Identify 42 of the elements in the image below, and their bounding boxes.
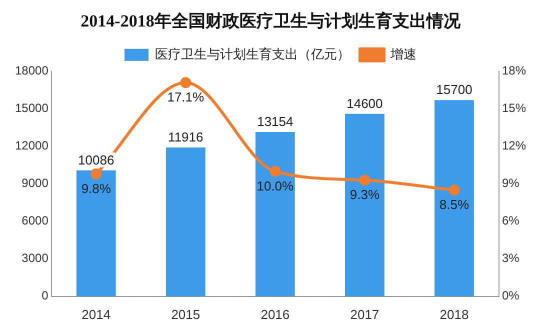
bar	[76, 170, 116, 296]
data-label: 15700	[436, 82, 472, 98]
y2-tick-label: 0%	[502, 288, 520, 303]
point	[180, 77, 192, 88]
y2-tick-label: 3%	[502, 251, 520, 266]
point	[90, 168, 102, 180]
x-tick-label: 2015	[171, 306, 200, 322]
bar	[166, 147, 206, 296]
y-tick-label: 0	[42, 288, 49, 303]
y-tick-label: 3000	[22, 251, 49, 266]
data-label: 9.3%	[350, 187, 380, 202]
legend-label: 医疗卫生与计划生育支出（亿元）	[155, 46, 350, 62]
x-tick-label: 2014	[82, 306, 111, 322]
y2-tick-label: 12%	[502, 138, 526, 153]
y-tick-label: 18000	[14, 64, 49, 78]
data-label: 10.0%	[256, 178, 294, 194]
data-label: 8.5%	[439, 197, 470, 212]
data-label: 17.1%	[167, 90, 205, 105]
y2-tick-label: 9%	[502, 176, 520, 190]
y2-tick-label: 15%	[502, 101, 526, 116]
y-tick-label: 12000	[14, 138, 49, 153]
x-tick-label: 2017	[350, 306, 380, 322]
bar	[434, 100, 474, 296]
data-label: 10086	[78, 152, 114, 168]
x-tick-label: 2018	[440, 306, 469, 322]
data-label: 11916	[168, 130, 204, 145]
data-label: 13154	[257, 114, 294, 130]
x-tick-label: 2016	[260, 306, 290, 322]
y-tick-label: 9000	[22, 176, 49, 190]
bar	[345, 114, 384, 296]
point	[270, 166, 281, 177]
y-tick-label: 6000	[22, 214, 49, 228]
y2-tick-label: 6%	[502, 214, 520, 228]
data-label: 14600	[346, 96, 383, 111]
bar	[255, 132, 295, 296]
point	[448, 184, 460, 196]
y-tick-label: 15000	[14, 101, 49, 116]
data-label: 9.8%	[81, 180, 112, 196]
point	[359, 174, 370, 186]
legend-label: 增速	[390, 46, 416, 62]
chart-title: 2014-2018年全国财政医疗卫生与计划生育支出情况	[80, 10, 462, 31]
y2-tick-label: 18%	[502, 64, 526, 78]
